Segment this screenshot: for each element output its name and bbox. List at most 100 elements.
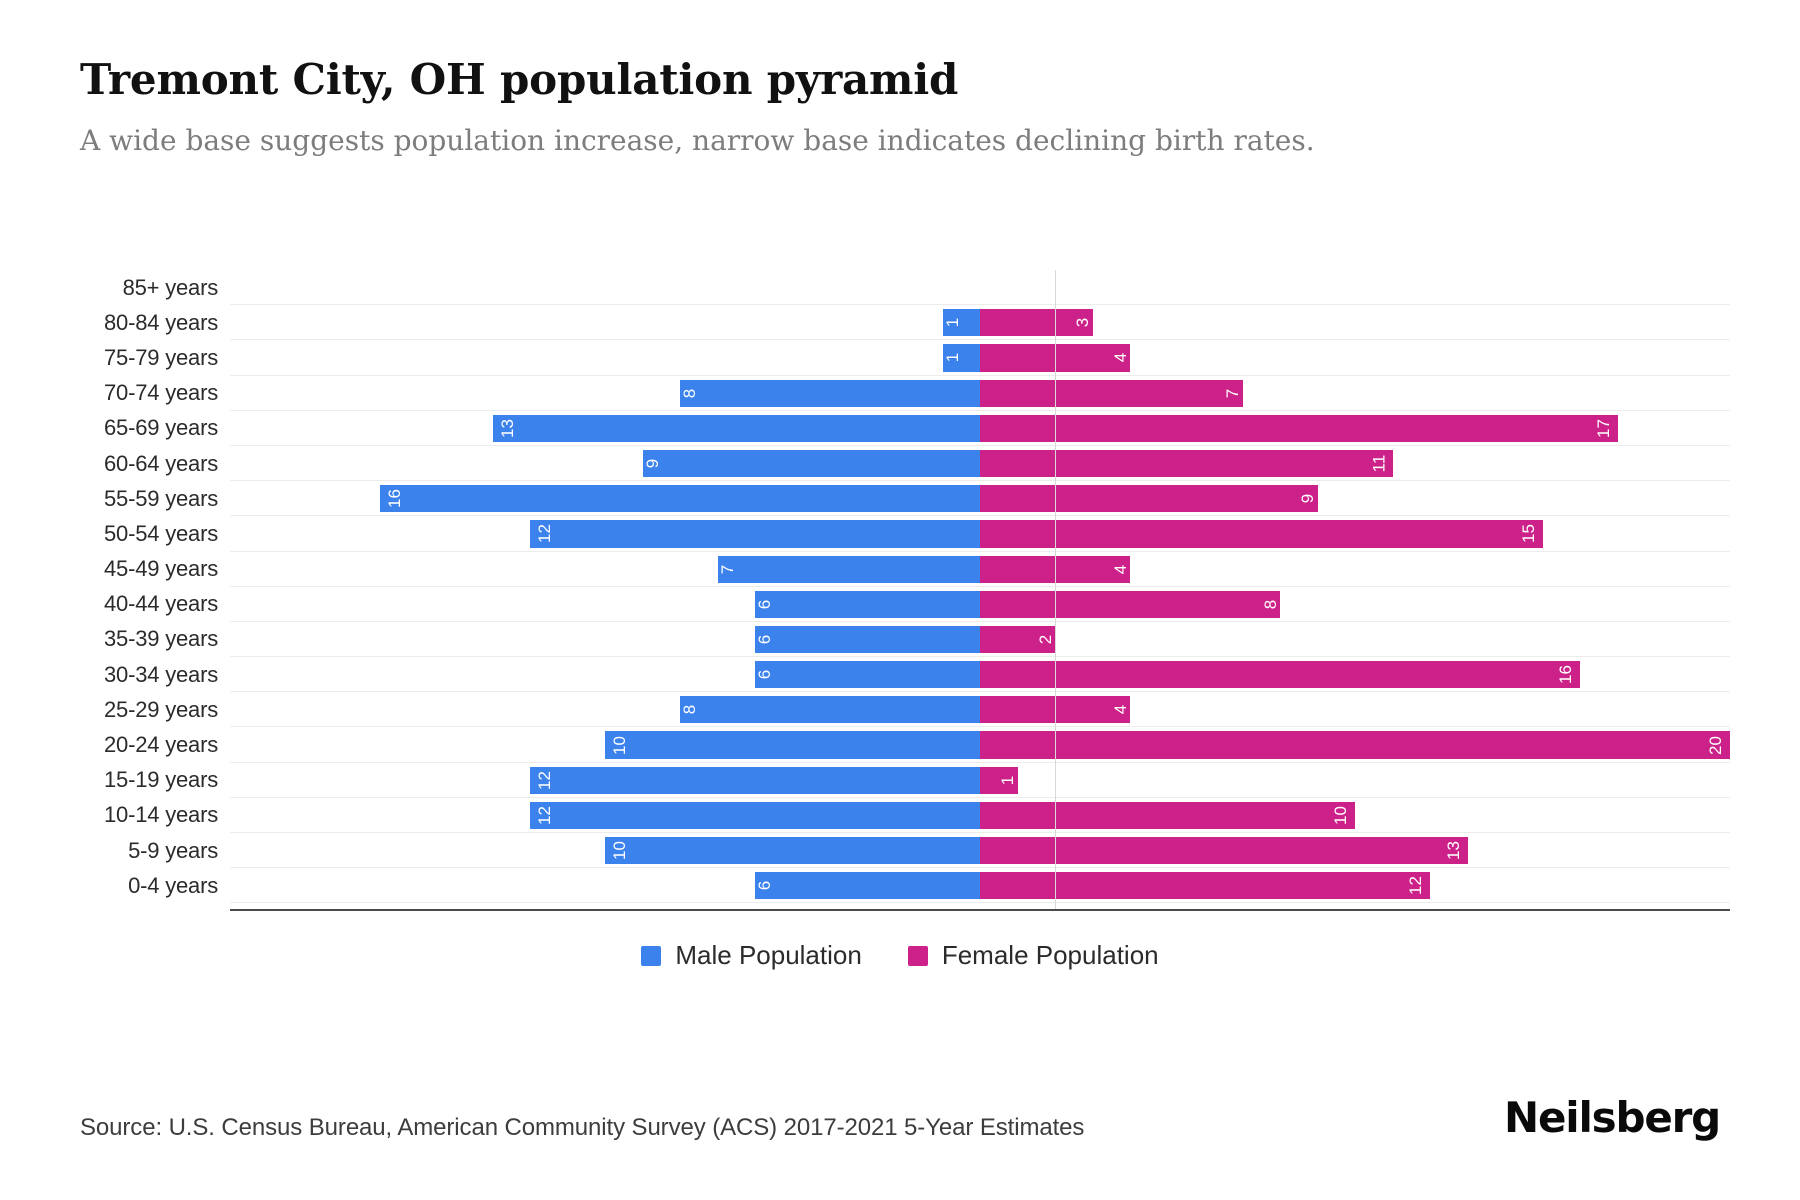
gridline [230,620,1730,622]
pyramid-row: 60-64 years 9 11 [80,446,1730,482]
female-bar[interactable]: 9 [980,485,1318,513]
female-half: 11 [980,449,1730,478]
legend-item-male[interactable]: Male Population [641,940,862,971]
pyramid-row: 25-29 years 8 4 [80,692,1730,728]
female-bar[interactable]: 11 [980,449,1393,478]
gridline [230,585,1730,587]
male-bar[interactable]: 6 [755,872,980,900]
male-bar[interactable]: 1 [942,344,980,372]
male-bar-value: 6 [755,881,775,891]
female-bar[interactable]: 10 [980,801,1355,829]
gridline [230,726,1730,728]
male-half: 12 [230,520,980,548]
pyramid-row: 5-9 years 10 13 [80,833,1730,869]
age-group-label: 60-64 years [104,450,218,476]
male-bar[interactable]: 7 [717,555,980,583]
female-bar-value: 12 [1406,876,1426,896]
male-bar[interactable]: 16 [380,485,980,513]
male-bar[interactable]: 13 [492,414,980,442]
row-track: 10 20 [230,727,1730,763]
female-bar[interactable]: 2 [980,625,1055,654]
age-group-label: 45-49 years [104,556,218,582]
age-group-label: 80-84 years [104,309,218,335]
pyramid-row: 65-69 years 13 17 [80,411,1730,446]
male-half: 10 [230,837,980,865]
male-bar[interactable]: 8 [680,696,980,724]
row-track: 16 9 [230,481,1730,517]
age-group-label: 30-34 years [104,661,218,687]
gridline [230,796,1730,798]
male-bar-value: 10 [609,735,629,755]
age-group-label: 10-14 years [104,802,218,828]
row-track: 10 13 [230,833,1730,869]
male-bar[interactable]: 1 [942,309,980,337]
male-bar-value: 6 [755,599,775,610]
female-bar[interactable]: 16 [980,661,1580,689]
gridline [230,409,1730,411]
male-bar[interactable]: 12 [530,766,980,794]
gridline [230,515,1730,517]
row-track: 6 16 [230,657,1730,693]
male-bar[interactable]: 9 [642,449,980,478]
male-bar[interactable]: 6 [755,661,980,689]
age-group-label: 70-74 years [104,380,218,406]
chart-header: Tremont City, OH population pyramid A wi… [0,0,1800,158]
male-bar[interactable]: 6 [755,625,980,654]
age-group-label: 50-54 years [104,520,218,546]
row-track [230,270,1730,306]
female-bar-value: 13 [1443,841,1463,861]
male-bar-value: 9 [642,458,662,469]
male-bar-value: 12 [534,770,554,790]
male-half: 6 [230,590,980,618]
female-bar[interactable]: 15 [980,520,1543,548]
male-bar[interactable]: 6 [755,590,980,618]
female-bar[interactable]: 17 [980,414,1618,442]
female-bar[interactable]: 8 [980,590,1280,618]
female-bar[interactable]: 3 [980,309,1093,337]
male-bar[interactable]: 12 [530,520,980,548]
female-bar[interactable]: 12 [980,872,1430,900]
male-bar[interactable]: 10 [605,731,980,759]
legend-swatch-male-icon [641,945,662,966]
pyramid-row: 80-84 years 1 3 [80,305,1730,341]
male-bar[interactable]: 10 [605,837,980,865]
female-half: 12 [980,872,1730,900]
female-bar-value: 8 [1260,599,1280,610]
male-half: 13 [230,414,980,442]
female-bar[interactable]: 7 [980,379,1243,407]
gridline [230,656,1730,658]
chart-footer: Source: U.S. Census Bureau, American Com… [0,1093,1800,1142]
male-bar-value: 13 [497,418,517,438]
legend-item-female[interactable]: Female Population [907,940,1159,971]
female-bar-value: 15 [1518,524,1538,544]
age-group-label: 0-4 years [128,872,218,898]
pyramid-row: 35-39 years 6 2 [80,622,1730,658]
male-half: 12 [230,766,980,794]
female-half [980,274,1730,301]
pyramid-row: 30-34 years 6 16 [80,657,1730,693]
female-bar-value: 4 [1110,705,1130,715]
gridline [230,374,1730,376]
chart-plot-area: 85+ years 80-84 years 1 3 75-79 years 1 4 70-74… [80,270,1730,911]
male-bar-value: 10 [609,841,629,861]
female-bar[interactable]: 4 [980,696,1130,724]
female-bar[interactable]: 1 [980,766,1018,794]
female-bar[interactable]: 13 [980,837,1468,865]
female-bar[interactable]: 4 [980,344,1130,372]
legend-label-male: Male Population [675,940,862,970]
male-bar-value: 16 [384,489,404,509]
male-bar[interactable]: 12 [530,801,980,829]
female-bar-value: 10 [1331,805,1351,825]
legend-label-female: Female Population [941,940,1159,970]
female-bar[interactable]: 20 [980,731,1730,759]
female-half: 13 [980,837,1730,865]
female-half: 4 [980,696,1730,724]
brand-logo: Neilsberg [1504,1093,1721,1142]
female-bar-value: 16 [1556,665,1576,685]
male-half: 7 [230,555,980,583]
pyramid-row: 55-59 years 16 9 [80,481,1730,517]
female-bar[interactable]: 4 [980,555,1130,583]
male-bar[interactable]: 8 [680,379,980,407]
